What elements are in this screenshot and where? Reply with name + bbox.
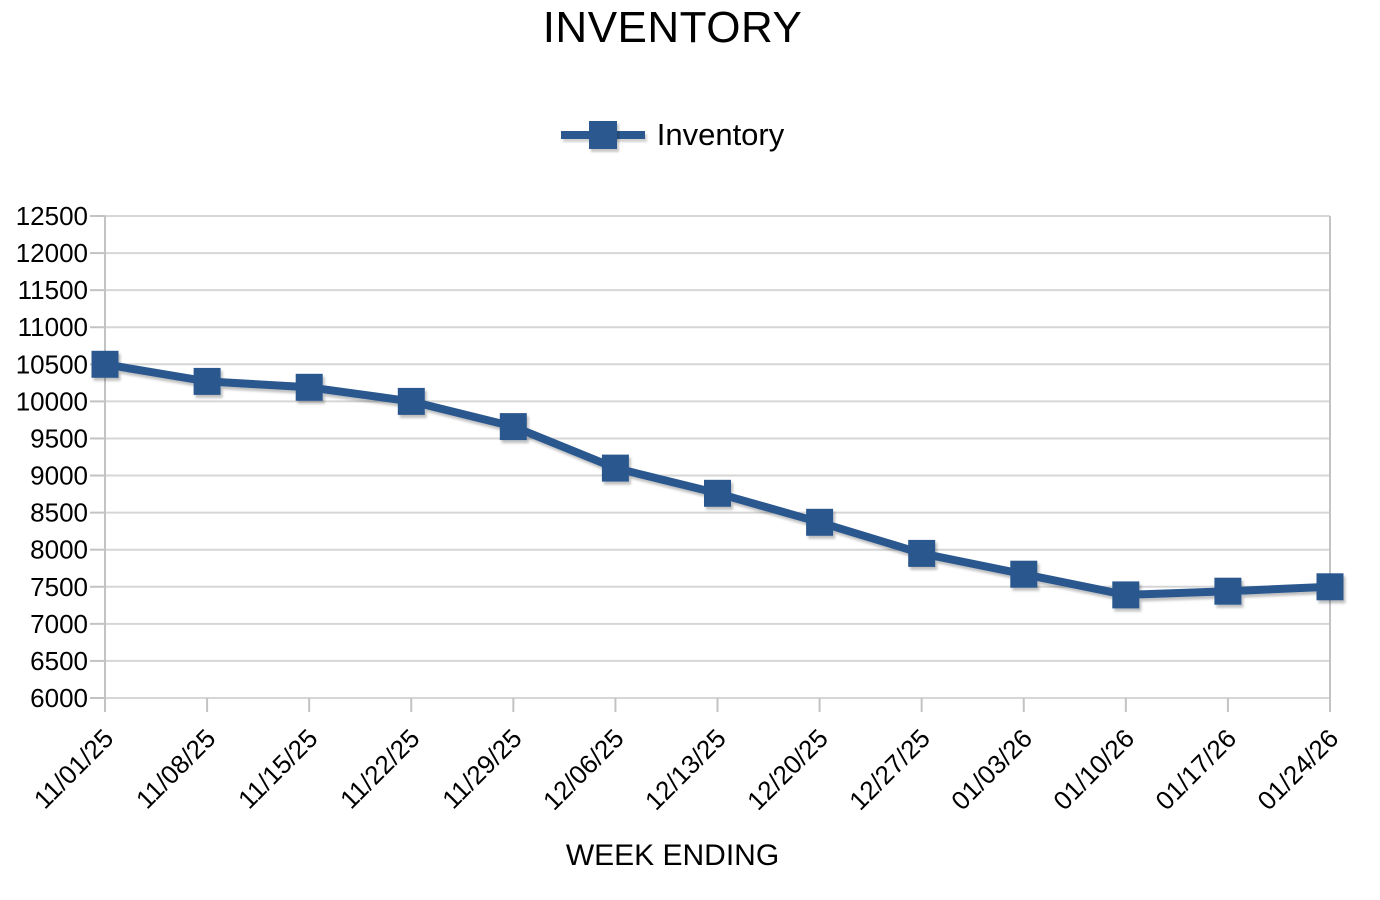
y-axis-tick-label: 7500	[30, 572, 88, 602]
legend-square-icon	[588, 121, 617, 149]
y-axis-tick-label: 6500	[30, 646, 88, 676]
series-inventory	[91, 350, 1344, 609]
y-axis-tick-label: 11500	[18, 275, 88, 305]
legend-series-marker-icon	[560, 119, 645, 151]
data-point-marker	[1316, 573, 1344, 601]
data-point-marker	[601, 454, 629, 482]
data-point-marker	[1214, 577, 1242, 605]
y-axis-tick-label: 7000	[30, 609, 88, 639]
y-axis-tick-label: 8000	[30, 535, 88, 565]
y-axis-tick-label: 11000	[18, 312, 88, 342]
x-axis-tick-label: 01/17/26	[1149, 723, 1242, 816]
data-point-marker	[806, 508, 834, 536]
x-axis-tick-label: 12/20/25	[741, 723, 834, 816]
data-point-marker	[1112, 581, 1140, 609]
x-axis-tick-label: 12/06/25	[537, 723, 630, 816]
y-axis-tick-label: 8500	[30, 498, 88, 528]
y-axis-tick-label: 10000	[16, 386, 88, 416]
x-axis-tick-label: 11/01/25	[28, 723, 119, 814]
chart-title: INVENTORY	[542, 3, 803, 52]
y-axis-tick-label: 6000	[30, 683, 88, 713]
data-point-marker	[908, 539, 936, 567]
x-axis-tick-label: 11/22/25	[334, 723, 425, 814]
data-point-marker	[1010, 560, 1038, 588]
x-axis-tick-label: 12/27/25	[843, 723, 936, 816]
x-axis-tick-label: 11/15/25	[232, 723, 323, 814]
data-point-marker	[499, 413, 527, 441]
x-axis-tick-label: 01/24/26	[1251, 723, 1344, 816]
data-point-marker	[397, 387, 425, 415]
x-axis-tick-label: 11/08/25	[130, 723, 221, 814]
x-axis-tick-label: 01/03/26	[945, 723, 1038, 816]
y-axis-tick-label: 9500	[30, 423, 88, 453]
x-axis-tick-label: 01/10/26	[1047, 723, 1140, 816]
legend-label: Inventory	[656, 117, 785, 152]
legend: Inventory	[0, 117, 1345, 153]
data-point-marker	[193, 367, 221, 395]
series-line	[101, 360, 1334, 599]
x-axis-tick-label: 12/13/25	[639, 723, 732, 816]
y-axis-tick-label: 12500	[16, 201, 88, 231]
y-axis-tick-label: 10500	[16, 349, 88, 379]
data-point-marker	[295, 373, 323, 401]
x-axis-tick-label: 11/29/25	[436, 723, 527, 814]
x-axis-title: WEEK ENDING	[565, 839, 780, 872]
data-point-marker	[704, 479, 731, 507]
data-point-marker	[91, 350, 119, 378]
y-axis-tick-label: 9000	[30, 461, 88, 491]
y-axis-tick-label: 12000	[16, 238, 88, 268]
